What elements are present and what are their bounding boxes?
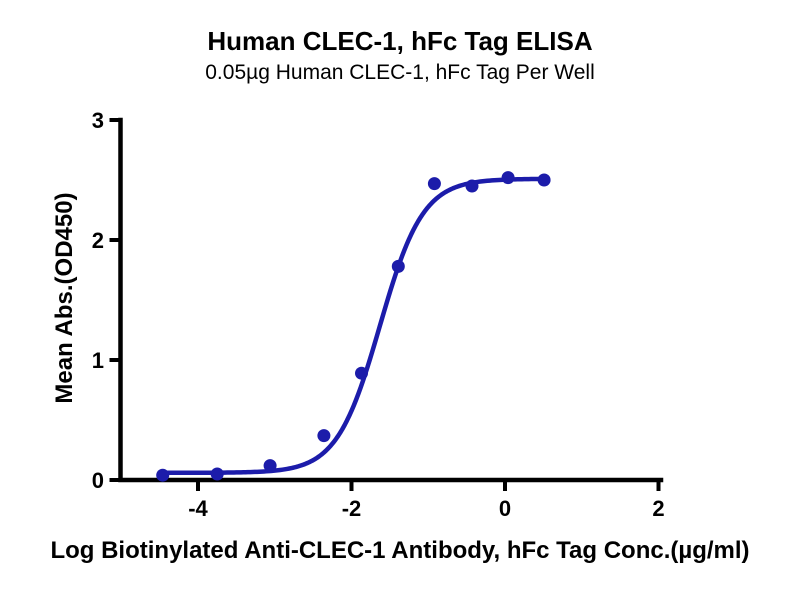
data-point <box>465 179 479 193</box>
y-axis-label: Mean Abs.(OD450) <box>51 192 78 403</box>
axis-line <box>118 117 664 483</box>
axis-ticks <box>109 118 661 491</box>
data-point <box>391 259 405 273</box>
x-tick-label: -2 <box>342 496 362 521</box>
tick-labels: -4 -2 0 2 0 1 2 3 <box>92 108 665 521</box>
data-point <box>427 177 441 191</box>
data-point <box>317 429 331 443</box>
data-points <box>156 171 551 482</box>
y-tick-label: 1 <box>92 348 104 373</box>
x-tick-label: -4 <box>188 496 208 521</box>
x-axis-label: Log Biotinylated Anti-CLEC-1 Antibody, h… <box>50 537 749 564</box>
fit-curve <box>160 176 545 476</box>
data-point <box>210 467 224 481</box>
y-tick-label: 2 <box>92 228 104 253</box>
x-tick-label: 0 <box>499 496 511 521</box>
data-point <box>537 173 551 187</box>
x-tick-label: 2 <box>652 496 664 521</box>
axes <box>118 117 664 483</box>
data-point <box>355 366 368 380</box>
data-point <box>156 468 170 482</box>
data-point <box>501 171 515 185</box>
data-point <box>263 459 277 473</box>
y-tick-label: 0 <box>92 468 104 493</box>
y-tick-label: 3 <box>92 108 104 133</box>
chart-subtitle: 0.05µg Human CLEC-1, hFc Tag Per Well <box>205 61 595 84</box>
chart-title: Human CLEC-1, hFc Tag ELISA <box>207 26 592 56</box>
